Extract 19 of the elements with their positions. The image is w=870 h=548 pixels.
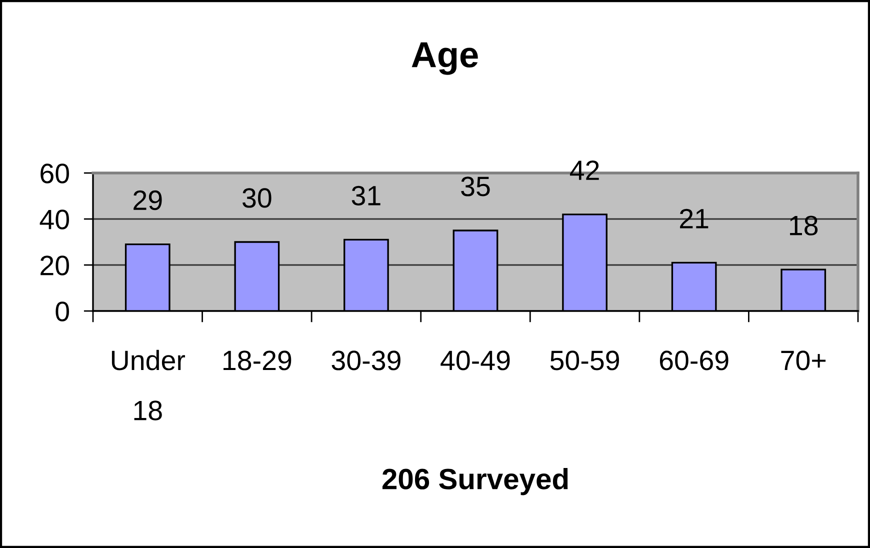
x-tick-label: 70+	[781, 350, 826, 370]
data-label: 18	[790, 216, 818, 236]
x-tick-label: 40-49	[440, 350, 510, 370]
data-label: 30	[242, 188, 272, 208]
y-tick-label: 0	[56, 302, 69, 322]
x-tick-label: 50-59	[550, 350, 619, 370]
data-label: 42	[570, 160, 599, 180]
y-tick-label: 40	[40, 210, 69, 230]
x-tick-label: Under 18	[112, 350, 186, 420]
x-tick-label: 18-29	[224, 350, 292, 370]
y-tick-label: 20	[40, 256, 69, 276]
x-axis-title: 206 Surveyed	[382, 468, 568, 496]
chart-title: Age	[412, 42, 478, 75]
data-label: 29	[134, 190, 162, 210]
x-tick-label: 30-39	[332, 350, 400, 370]
data-label: 31	[352, 186, 380, 206]
data-label: 35	[461, 176, 490, 196]
x-tick-label: 60-69	[660, 350, 728, 370]
y-tick-label: 60	[40, 164, 69, 184]
